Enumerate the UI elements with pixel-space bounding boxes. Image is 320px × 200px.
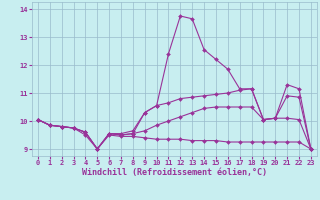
X-axis label: Windchill (Refroidissement éolien,°C): Windchill (Refroidissement éolien,°C) xyxy=(82,168,267,177)
